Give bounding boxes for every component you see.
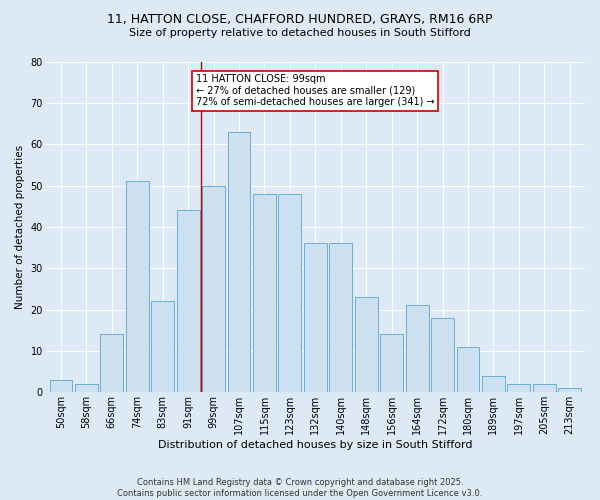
Bar bbox=[126, 182, 149, 392]
Bar bbox=[278, 194, 301, 392]
Bar bbox=[380, 334, 403, 392]
Bar bbox=[533, 384, 556, 392]
Bar bbox=[355, 297, 377, 392]
Bar bbox=[151, 302, 174, 392]
Bar bbox=[457, 347, 479, 393]
Bar bbox=[100, 334, 123, 392]
Bar bbox=[304, 244, 327, 392]
Text: Size of property relative to detached houses in South Stifford: Size of property relative to detached ho… bbox=[129, 28, 471, 38]
Bar bbox=[202, 186, 225, 392]
Bar bbox=[253, 194, 276, 392]
Bar bbox=[508, 384, 530, 392]
Bar bbox=[75, 384, 98, 392]
Bar bbox=[558, 388, 581, 392]
Bar bbox=[177, 210, 200, 392]
X-axis label: Distribution of detached houses by size in South Stifford: Distribution of detached houses by size … bbox=[158, 440, 473, 450]
Text: 11 HATTON CLOSE: 99sqm
← 27% of detached houses are smaller (129)
72% of semi-de: 11 HATTON CLOSE: 99sqm ← 27% of detached… bbox=[196, 74, 434, 107]
Bar bbox=[406, 306, 428, 392]
Bar bbox=[329, 244, 352, 392]
Text: 11, HATTON CLOSE, CHAFFORD HUNDRED, GRAYS, RM16 6RP: 11, HATTON CLOSE, CHAFFORD HUNDRED, GRAY… bbox=[107, 12, 493, 26]
Bar bbox=[227, 132, 250, 392]
Text: Contains HM Land Registry data © Crown copyright and database right 2025.
Contai: Contains HM Land Registry data © Crown c… bbox=[118, 478, 482, 498]
Bar bbox=[431, 318, 454, 392]
Bar bbox=[482, 376, 505, 392]
Y-axis label: Number of detached properties: Number of detached properties bbox=[15, 145, 25, 309]
Bar bbox=[50, 380, 73, 392]
